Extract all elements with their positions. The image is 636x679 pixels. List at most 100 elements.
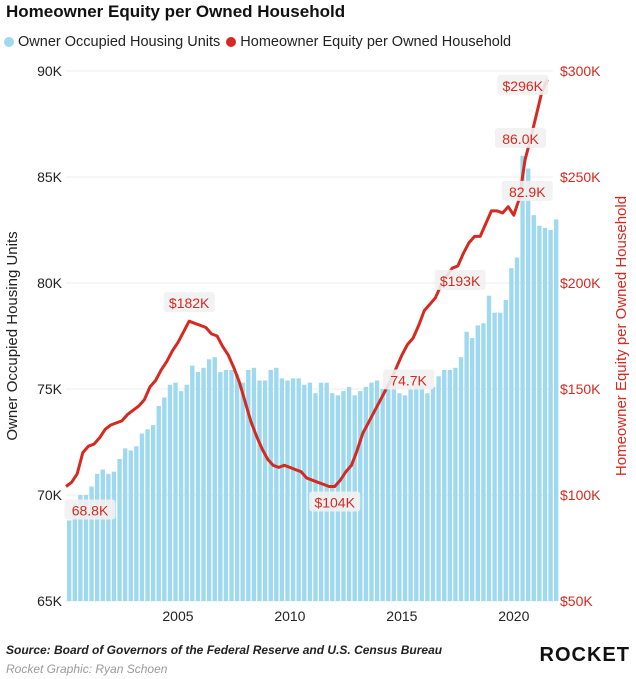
bar [542,227,548,601]
bar [374,380,380,601]
bar [162,397,167,601]
bar [554,219,559,601]
bar [190,365,195,601]
bar [492,312,497,601]
bar [436,376,441,601]
legend-swatch-equity [226,37,237,47]
bar [167,384,173,601]
bar [481,323,486,601]
legend-label-housing-units: Owner Occupied Housing Units [18,34,221,50]
right-tick-label: $50K [560,593,593,609]
bar [246,369,251,601]
x-tick-label: 2020 [498,608,529,624]
graphic-credit: Rocket Graphic: Ryan Schoen [6,662,168,676]
bar [520,155,525,602]
bar [285,380,290,601]
data-label: $296K [503,78,544,94]
bar [229,369,234,601]
bar [223,369,229,601]
bar [274,367,279,601]
right-tick-label: $150K [560,381,601,397]
bar [262,380,268,601]
left-tick-label: 85K [37,169,63,185]
right-tick-label: $100K [560,487,601,503]
bar [531,215,536,601]
left-tick-label: 65K [37,593,63,609]
bar [414,384,419,601]
bar [380,389,385,601]
bar [307,382,313,601]
data-label: 74.7K [390,373,427,389]
bar [397,393,402,601]
bar [240,382,245,601]
bar [453,367,458,601]
chart-canvas: 65K 70K 75K 80K 85K 90K $50K $100K $150K $200K $25… [4,63,630,624]
bar [464,331,469,601]
data-label-bg [309,491,361,512]
bar [145,429,150,601]
bar [537,225,542,601]
bar [475,325,480,601]
bar [526,168,531,601]
bar [178,391,184,601]
right-tick-label: $300K [560,63,601,79]
left-axis-title: Owner Occupied Housing Units [4,231,21,440]
legend-item-housing-units: Owner Occupied Housing Units [4,34,220,50]
legend-label-equity: Homeowner Equity per Owned Household [240,34,512,50]
data-label: $104K [314,495,355,511]
bar [89,486,94,601]
source-note: Source: Board of Governors of the Federa… [6,643,443,657]
bar [128,450,133,601]
data-label-bg [495,127,547,148]
data-label-bg [163,292,215,313]
bar [296,378,301,601]
bar [268,369,273,601]
x-tick-label: 2015 [386,608,417,624]
left-tick-label: 75K [37,381,63,397]
data-label: 86.0K [502,131,539,147]
left-tick-label: 80K [37,275,63,291]
bar [257,380,262,601]
bar [134,446,139,601]
left-tick-label: 90K [37,63,63,79]
bar [386,384,391,601]
bar [72,503,77,601]
bar [106,473,111,601]
bar [150,425,156,601]
bar [78,495,83,601]
bar [83,495,89,601]
bar [94,473,100,601]
bar [548,230,553,601]
left-tick-label: 70K [37,487,63,503]
x-tick-label: 2010 [274,608,305,624]
data-label: $193K [440,273,481,289]
bar [139,433,145,601]
bar [117,458,122,601]
legend: Owner Occupied Housing Units Homeowner E… [4,34,517,50]
bar [67,520,72,601]
x-tick-label: 2005 [162,608,193,624]
bar [498,312,503,601]
bar [458,357,464,601]
bar [509,268,514,601]
bar [486,295,492,601]
bar [100,469,105,601]
bar [302,384,307,601]
right-tick-label: $200K [560,275,601,291]
bar [503,299,508,601]
bar [290,378,296,601]
data-label: $182K [169,295,210,311]
equity-line [65,78,549,488]
chart-title: Homeowner Equity per Owned Household [6,2,346,21]
legend-item-equity: Homeowner Equity per Owned Household [226,34,511,50]
data-label-bg [64,499,116,520]
rocket-logo: ROCKET [539,644,630,666]
bar [251,367,257,601]
bar [173,382,178,601]
bar [470,338,475,601]
bar [212,357,217,601]
bar [195,372,201,601]
bar [419,382,425,601]
data-label: 68.8K [72,502,109,518]
data-label-bg [383,369,435,390]
